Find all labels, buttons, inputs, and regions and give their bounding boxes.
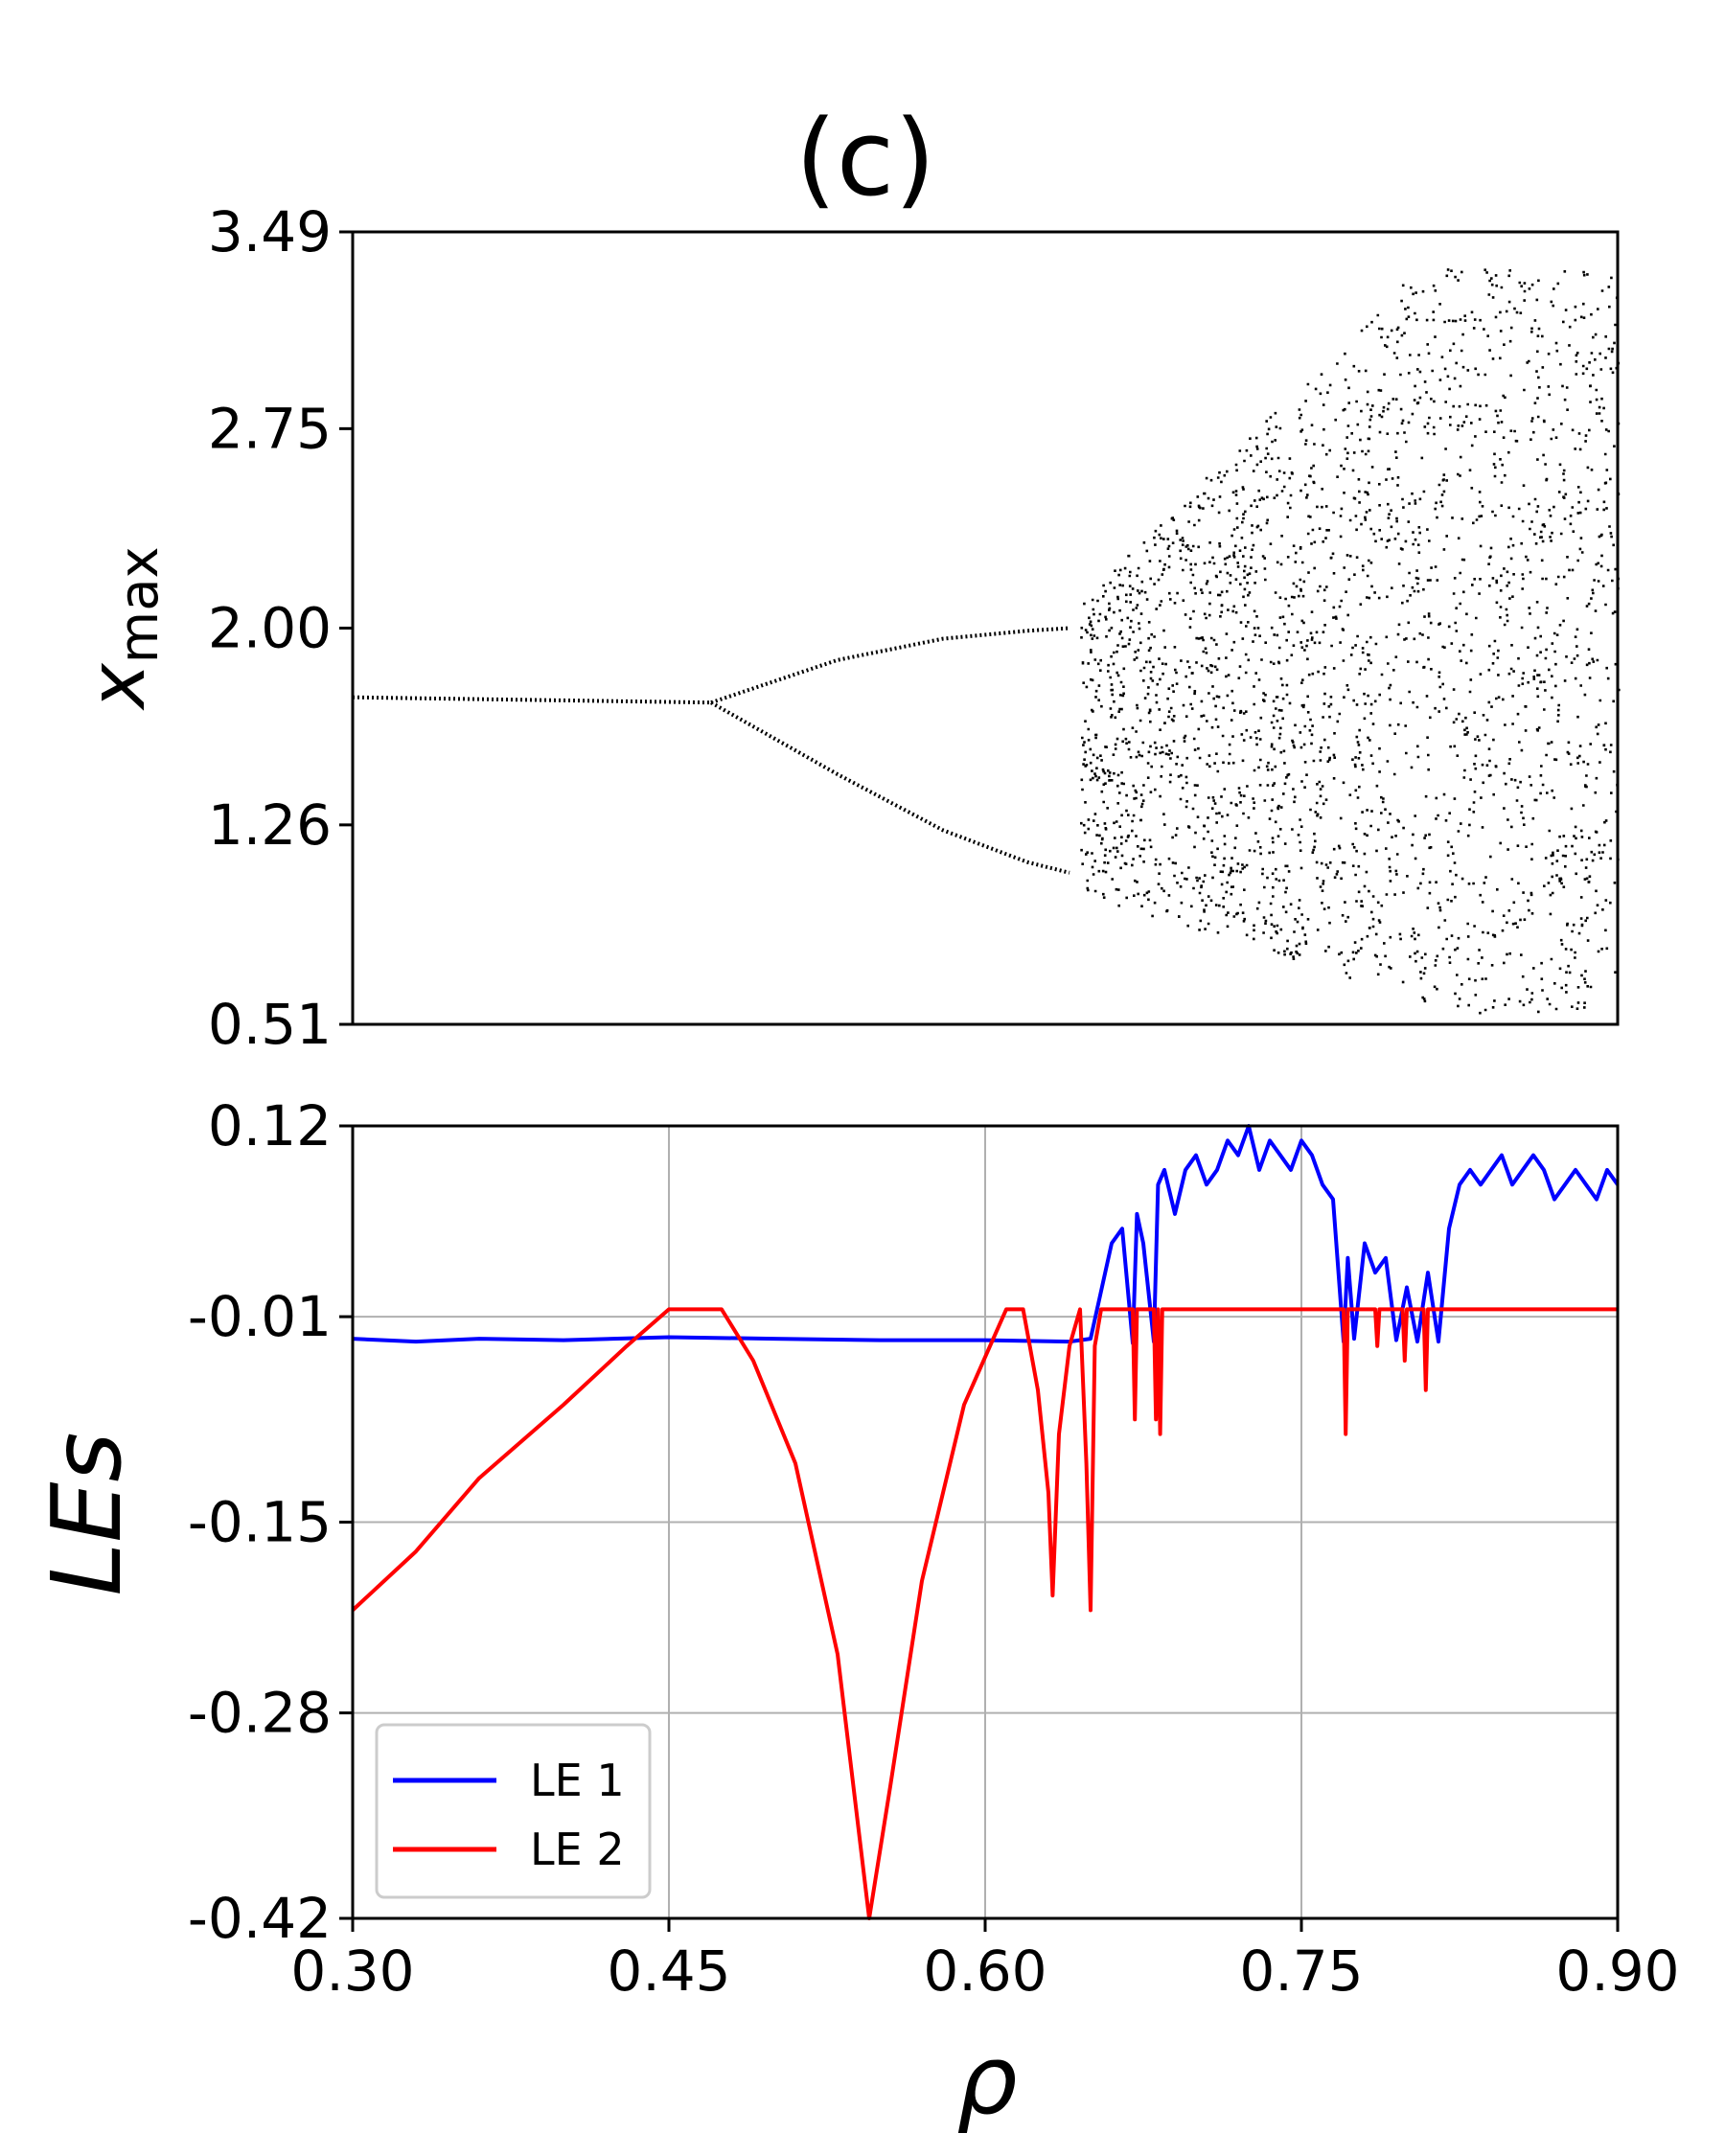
y-tick-label: 1.26 (208, 792, 332, 858)
y-tick-label: 2.75 (208, 396, 332, 461)
series-line-1 (352, 1124, 1620, 1345)
x-tick-label: 0.60 (923, 1938, 1046, 2004)
x-tick-label: 0.45 (607, 1938, 730, 2004)
bifurcation-frame (351, 230, 1620, 1026)
lyapunov-ylabel: LEs (31, 1433, 143, 1596)
x-tick-label: 0.30 (290, 1938, 414, 2004)
y-tick-label: 0.51 (208, 992, 332, 1057)
lyapunov-panel: 0.12 -0.01 -0.15 -0.28 -0.42 0.30 0.45 0.60 0.7… (31, 1093, 1680, 2136)
bifurcation-y-ticks: 3.49 2.75 2.00 1.26 0.51 (208, 199, 353, 1057)
bifurcation-branch (352, 695, 712, 705)
y-tick-label: 0.12 (208, 1093, 332, 1158)
y-tick-label: -0.01 (188, 1284, 332, 1349)
lyapunov-x-ticks: 0.30 0.45 0.60 0.75 0.90 (290, 1918, 1680, 2004)
x-tick-label: 0.75 (1239, 1938, 1363, 2004)
y-tick-label: -0.15 (188, 1490, 332, 1555)
legend-label-le2: LE 2 (530, 1823, 625, 1875)
legend-label-le1: LE 1 (530, 1755, 625, 1806)
y-tick-label: 3.49 (208, 199, 332, 264)
bifurcation-ylabel: xmax (73, 546, 171, 711)
y-tick-label: -0.42 (188, 1886, 332, 1951)
y-tick-label: -0.28 (188, 1681, 332, 1746)
lyapunov-lines (351, 1124, 1620, 1920)
bifurcation-points (352, 268, 1621, 1015)
lyapunov-y-ticks: 0.12 -0.01 -0.15 -0.28 -0.42 (188, 1093, 353, 1951)
legend-box (375, 1723, 652, 1899)
bifurcation-ylabel-main: x (73, 662, 162, 712)
lyapunov-xlabel: ρ (956, 2024, 1017, 2136)
bifurcation-ylabel-sub: max (108, 546, 171, 663)
legend: LE 1 LE 2 (375, 1723, 652, 1899)
y-tick-label: 2.00 (208, 596, 332, 661)
x-tick-label: 0.90 (1555, 1938, 1679, 2004)
bifurcation-branch (710, 700, 1070, 875)
bifurcation-branch (710, 626, 1070, 705)
chaos-points (1080, 268, 1621, 1015)
bifurcation-panel: 3.49 2.75 2.00 1.26 0.51 xmax (73, 199, 1621, 1057)
series-line-2 (351, 1307, 1618, 1920)
panel-title: (c) (795, 97, 935, 219)
